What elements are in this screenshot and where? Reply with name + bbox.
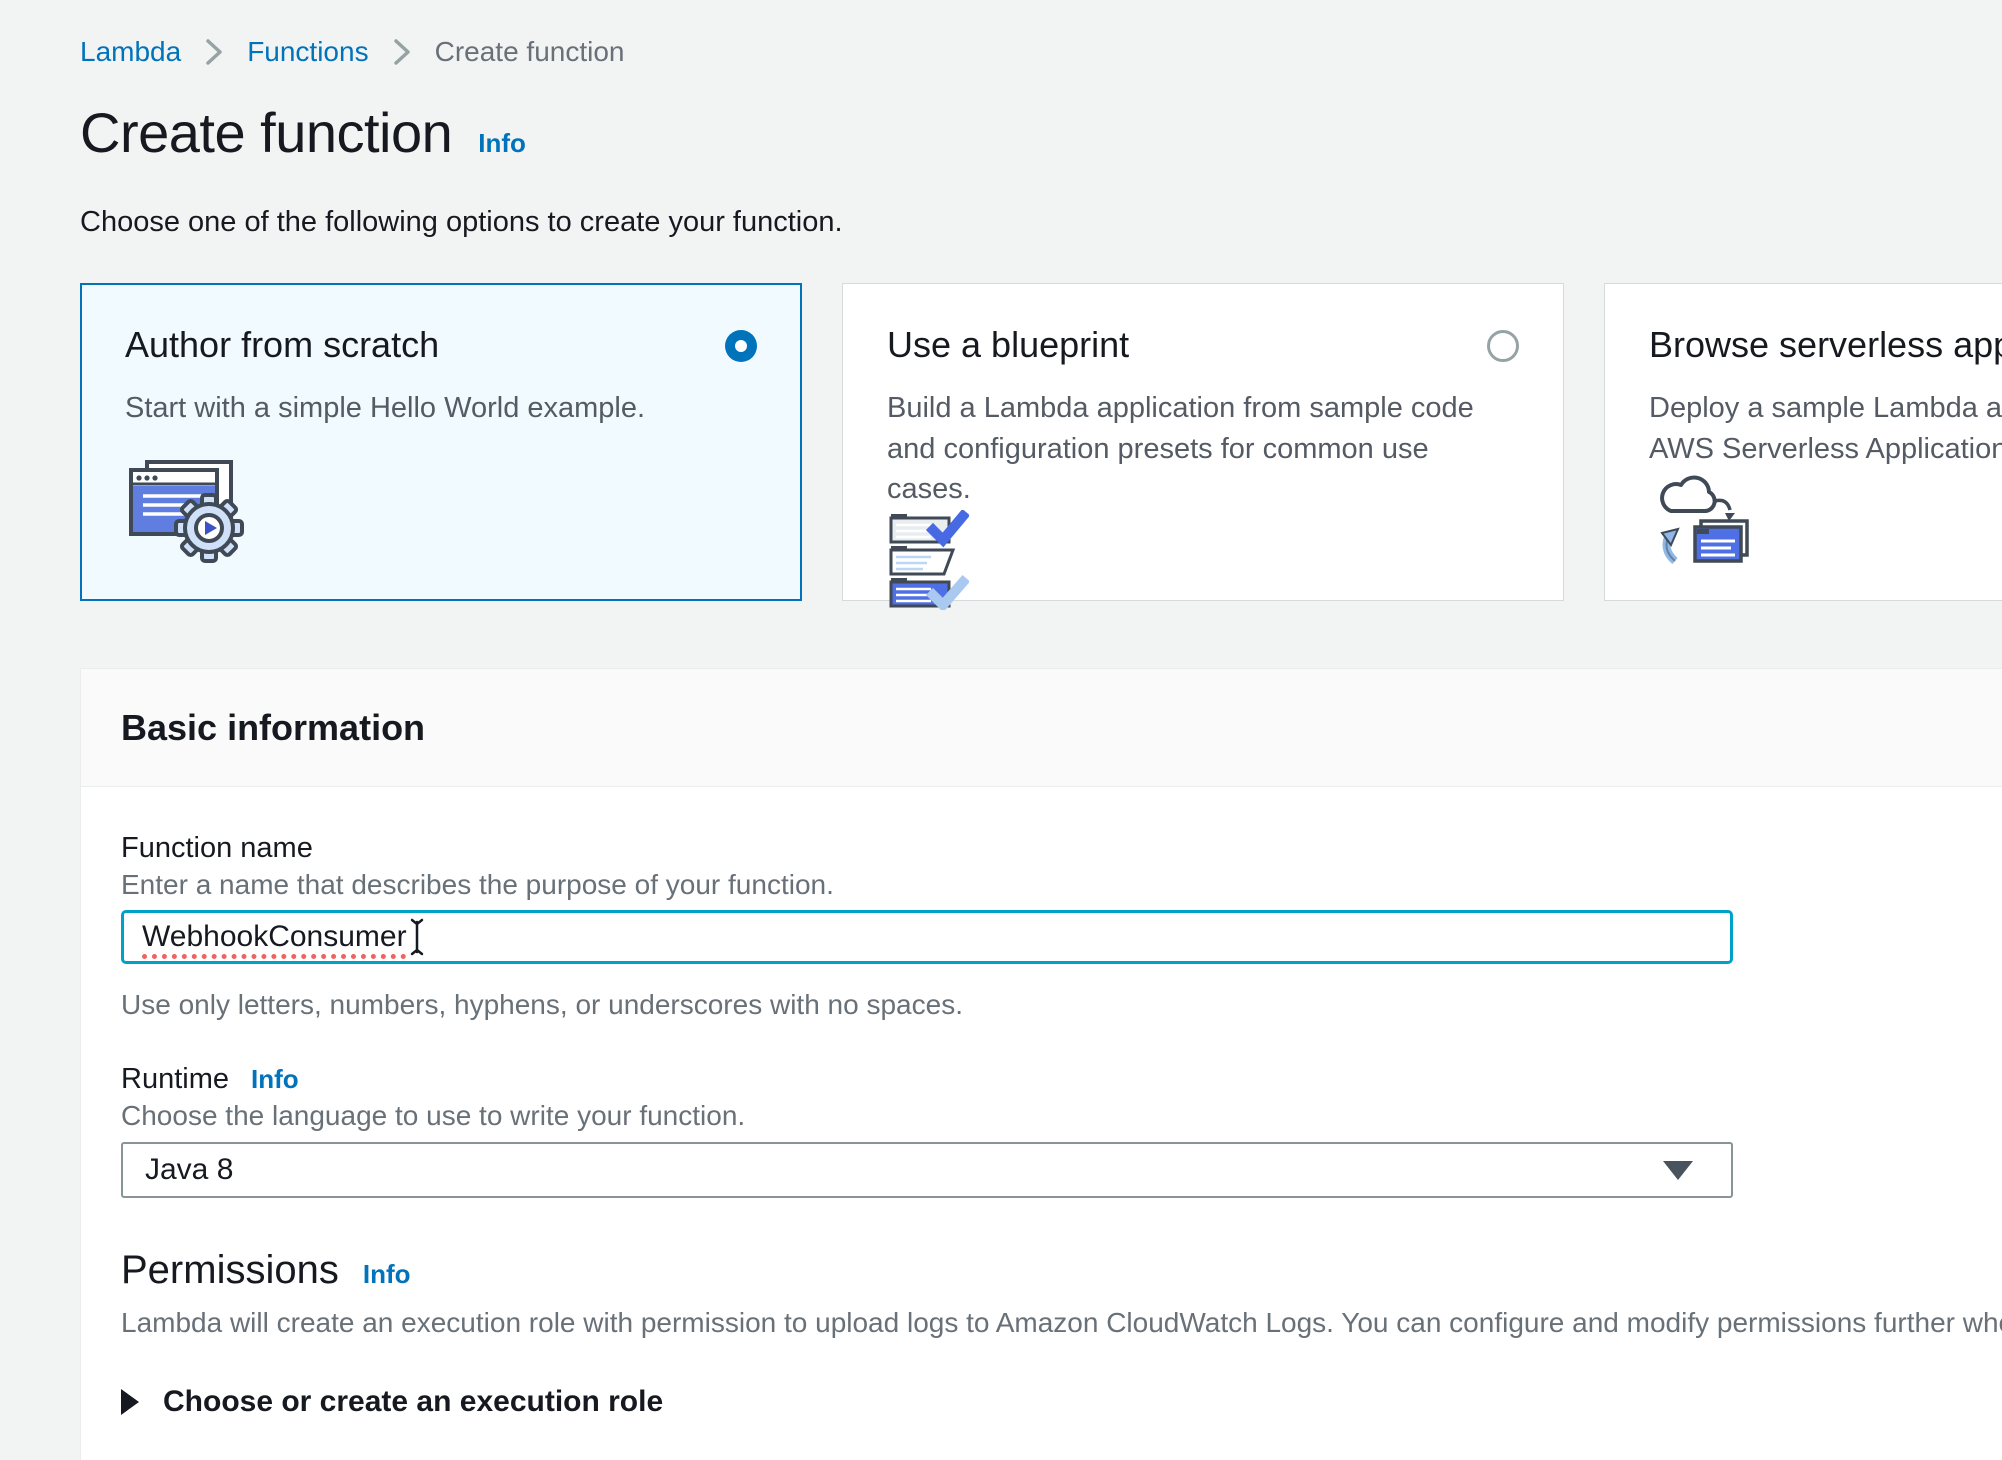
function-name-label: Function name — [121, 832, 313, 864]
card-description: Start with a simple Hello World example. — [125, 392, 646, 424]
basic-information-panel: Basic information Function name Enter a … — [80, 668, 2002, 1460]
breadcrumb: Lambda Functions Create function — [80, 36, 624, 68]
page-title-info-link[interactable]: Info — [478, 128, 526, 158]
function-name-value: WebhookConsumer — [142, 920, 407, 953]
card-title: Browse serverless app — [1649, 324, 2002, 365]
serverless-app-repository-icon — [1649, 469, 2002, 571]
execution-role-disclosure[interactable]: Choose or create an execution role — [121, 1385, 1991, 1419]
function-name-hint: Enter a name that describes the purpose … — [121, 869, 834, 900]
permissions-info-link[interactable]: Info — [362, 1259, 411, 1289]
runtime-hint: Choose the language to use to write your… — [121, 1100, 746, 1131]
card-use-a-blueprint[interactable]: Use a blueprint Build a Lambda applicati… — [842, 283, 1564, 610]
creation-option-cards: Author from scratch Start with a simple … — [80, 283, 2002, 610]
card-author-from-scratch[interactable]: Author from scratch Start with a simple … — [80, 283, 802, 601]
card-description-line1: Deploy a sample Lambda app — [1649, 392, 2002, 424]
runtime-select[interactable]: Java 8 — [121, 1142, 1733, 1198]
card-description: Build a Lambda application from sample c… — [887, 392, 1474, 506]
breadcrumb-current: Create function — [434, 36, 625, 67]
card-title: Author from scratch — [125, 324, 440, 365]
chevron-right-icon — [391, 37, 413, 67]
card-description-line2: AWS Serverless Application R — [1649, 432, 2002, 465]
chevron-right-icon — [203, 37, 225, 67]
runtime-info-link[interactable]: Info — [251, 1064, 299, 1094]
breadcrumb-link-functions[interactable]: Functions — [247, 36, 369, 67]
permissions-description: Lambda will create an execution role wit… — [121, 1307, 2002, 1338]
function-name-input[interactable]: WebhookConsumer — [121, 910, 1733, 964]
radio-selected-icon[interactable] — [725, 330, 757, 362]
author-from-scratch-icon — [125, 460, 757, 564]
permissions-title: Permissions — [121, 1248, 339, 1292]
disclosure-label: Choose or create an execution role — [163, 1385, 664, 1418]
page-title: Create function — [80, 101, 453, 164]
panel-title: Basic information — [121, 706, 426, 748]
dropdown-caret-icon — [1663, 1160, 1693, 1180]
radio-unselected-icon[interactable] — [1487, 330, 1519, 362]
function-name-validation-hint: Use only letters, numbers, hyphens, or u… — [121, 989, 963, 1020]
card-browse-serverless-app-repository[interactable]: Browse serverless app Deploy a sample La… — [1604, 283, 2002, 601]
card-title: Use a blueprint — [887, 324, 1130, 365]
breadcrumb-link-lambda[interactable]: Lambda — [80, 36, 182, 67]
disclosure-triangle-icon — [121, 1389, 139, 1415]
intro-text: Choose one of the following options to c… — [80, 206, 843, 238]
runtime-selected-option: Java 8 — [145, 1153, 234, 1186]
runtime-label: Runtime — [121, 1063, 229, 1095]
text-cursor-icon — [409, 917, 425, 957]
blueprint-icon — [887, 509, 1519, 610]
